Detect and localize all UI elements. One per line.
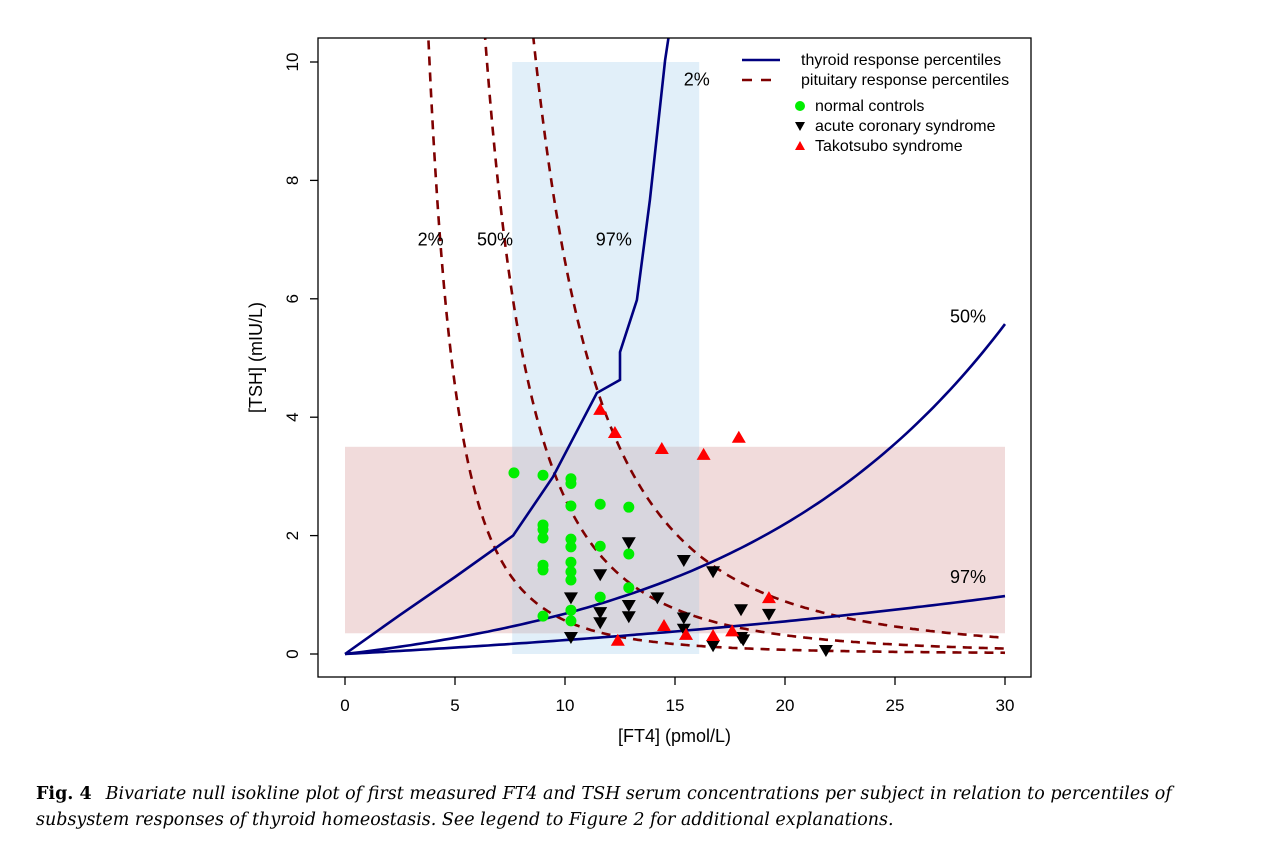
point-normal-control	[623, 548, 635, 560]
y-tick-label: 4	[283, 412, 302, 421]
data-points	[508, 402, 833, 658]
point-normal-control	[565, 604, 577, 616]
point-normal-control	[623, 582, 635, 594]
legend-thyroid-label: thyroid response percentiles	[801, 52, 1001, 69]
x-tick-label: 20	[776, 696, 795, 715]
point-takotsubo	[657, 618, 671, 631]
point-acute-coronary-syndrome	[593, 607, 608, 620]
point-normal-control	[565, 541, 577, 553]
point-acute-coronary-syndrome	[706, 566, 721, 579]
point-acute-coronary-syndrome	[676, 623, 691, 636]
x-tick-label: 5	[450, 696, 459, 715]
thyroid-curve-label: 2%	[684, 70, 710, 90]
point-normal-control	[565, 574, 577, 586]
legend: thyroid response percentiles pituitary re…	[742, 52, 1009, 155]
y-axis-title: [TSH] (mIU/L)	[246, 302, 266, 413]
point-takotsubo	[731, 430, 746, 443]
point-takotsubo	[610, 633, 625, 646]
point-acute-coronary-syndrome	[650, 592, 665, 605]
x-axis-title: [FT4] (pmol/L)	[618, 726, 731, 746]
point-normal-control	[623, 501, 635, 513]
x-tick-label: 30	[996, 696, 1015, 715]
point-takotsubo	[706, 629, 721, 642]
point-normal-control	[508, 467, 520, 479]
point-normal-control	[537, 532, 549, 544]
legend-group-label: normal controls	[815, 98, 924, 115]
x-tick-label: 25	[886, 696, 905, 715]
pituitary-curve-label: 2%	[418, 230, 444, 250]
point-normal-control	[594, 498, 606, 510]
figure-caption-text: Bivariate null isokline plot of first me…	[36, 784, 1172, 830]
y-tick-label: 8	[283, 176, 302, 185]
point-acute-coronary-syndrome	[706, 640, 721, 653]
axes: 0 5 10 15 20 25 30 0 2 4 6 8 10	[283, 53, 1014, 715]
thyroid-curve-50pct	[344, 323, 1007, 656]
figure-label: Fig. 4	[36, 784, 92, 804]
point-normal-control	[565, 478, 577, 490]
point-acute-coronary-syndrome	[621, 600, 636, 613]
pituitary-curve-50pct	[483, 38, 1005, 650]
point-takotsubo	[654, 441, 669, 454]
point-normal-control	[537, 469, 549, 481]
point-normal-control	[565, 556, 577, 568]
isokline-chart: 0 5 10 15 20 25 30 0 2 4 6 8 10 2% 50% 97% 2% 50% 97% thy…	[246, 37, 1032, 746]
point-takotsubo	[725, 624, 740, 637]
point-normal-control	[565, 566, 577, 578]
thyroid-curve-label: 50%	[950, 306, 986, 326]
point-acute-coronary-syndrome	[563, 592, 578, 605]
point-acute-coronary-syndrome	[621, 611, 636, 624]
point-takotsubo	[593, 402, 608, 415]
y-tick-label: 6	[283, 294, 302, 303]
point-takotsubo	[679, 627, 693, 640]
point-acute-coronary-syndrome	[676, 555, 691, 568]
point-normal-control	[594, 540, 606, 552]
reference-ranges	[345, 62, 1005, 654]
point-takotsubo	[761, 591, 776, 604]
point-normal-control	[565, 500, 577, 512]
y-tick-label: 2	[283, 531, 302, 540]
point-normal-control	[565, 615, 577, 627]
point-normal-control	[537, 524, 549, 536]
point-acute-coronary-syndrome	[736, 634, 751, 647]
thyroid-curve-2pct	[344, 38, 670, 656]
pituitary-curve-label: 50%	[477, 230, 513, 250]
y-tick-label: 10	[283, 53, 302, 72]
y-tick-label: 0	[283, 649, 302, 658]
point-normal-control	[537, 564, 549, 576]
legend-triangle-up-icon	[795, 141, 805, 150]
point-normal-control	[537, 610, 549, 622]
thyroid-curve-label: 97%	[950, 567, 986, 587]
point-acute-coronary-syndrome	[593, 569, 608, 582]
point-acute-coronary-syndrome	[761, 608, 776, 621]
point-takotsubo	[607, 426, 622, 438]
thyroid-curve-97pct	[344, 594, 1006, 656]
point-acute-coronary-syndrome	[563, 632, 578, 645]
point-acute-coronary-syndrome	[621, 537, 636, 550]
point-acute-coronary-syndrome	[676, 612, 691, 625]
legend-group-label: acute coronary syndrome	[815, 118, 996, 135]
figure-caption: Fig. 4 Bivariate null isokline plot of fi…	[36, 781, 1266, 833]
point-normal-control	[565, 533, 577, 545]
pituitary-curve-label: 97%	[596, 230, 632, 250]
legend-triangle-down-icon	[795, 122, 805, 131]
legend-circle-icon	[795, 101, 805, 111]
point-acute-coronary-syndrome	[593, 617, 608, 630]
point-acute-coronary-syndrome	[818, 645, 833, 658]
x-tick-label: 0	[340, 696, 349, 715]
legend-pituitary-label: pituitary response percentiles	[801, 72, 1009, 89]
x-tick-label: 15	[666, 696, 685, 715]
point-normal-control	[594, 591, 606, 603]
point-acute-coronary-syndrome	[734, 604, 748, 617]
x-tick-label: 10	[556, 696, 575, 715]
legend-group-label: Takotsubo syndrome	[815, 138, 963, 155]
point-takotsubo	[696, 447, 711, 460]
curve-labels: 2% 50% 97% 2% 50% 97%	[418, 70, 986, 587]
